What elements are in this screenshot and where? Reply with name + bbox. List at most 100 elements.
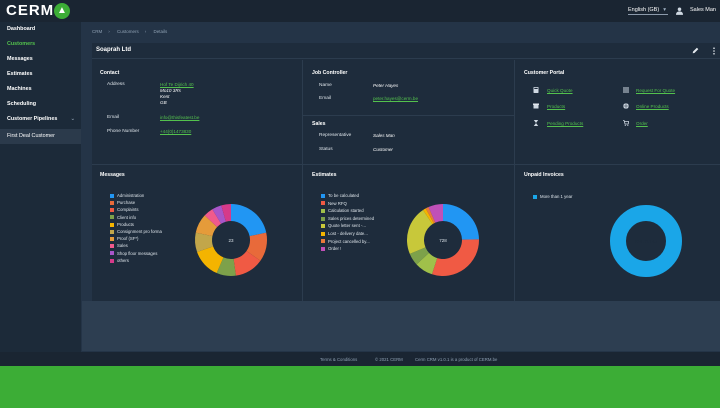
legend-label: Proof (SF*)	[117, 236, 139, 242]
user-icon[interactable]	[676, 7, 683, 15]
top-bar: CERM ▲ English (GB) ▾ Sales Man	[0, 0, 720, 22]
donut-slice[interactable]	[204, 209, 222, 228]
donut-slice[interactable]	[221, 204, 231, 222]
legend-label: Project cancelled by...	[328, 238, 370, 244]
status-label: Status	[319, 147, 333, 152]
list-icon	[623, 87, 629, 93]
left-column	[92, 60, 303, 301]
donut-slice[interactable]	[407, 210, 433, 254]
contact-email-link[interactable]: info@thisfeatest.be	[160, 115, 200, 120]
legend-item[interactable]: Shop floor messages	[110, 251, 157, 256]
legend-item[interactable]: Sales	[110, 243, 128, 248]
legend-item[interactable]: To be calculated	[321, 193, 359, 198]
jc-email-link[interactable]: peter.hayes@cerm.be	[373, 96, 419, 101]
sidebar-item-first-deal-customer[interactable]: First Deal Customer	[0, 129, 81, 144]
legend-swatch	[321, 239, 325, 244]
legend-label: Order !	[328, 246, 342, 252]
legend-swatch	[321, 216, 325, 221]
donut-slice[interactable]	[416, 252, 438, 275]
sidebar-item-machines[interactable]: Machines	[7, 86, 32, 92]
donut-slice[interactable]	[409, 247, 429, 265]
donut-slice[interactable]	[423, 208, 434, 225]
phone-label: Phone Number	[107, 129, 140, 134]
portal-quick-quote-link[interactable]: Quick Quote	[547, 88, 573, 93]
legend-item[interactable]: Complaints	[110, 207, 139, 212]
hourglass-icon	[533, 120, 539, 126]
legend-item[interactable]: Quote letter sent -...	[321, 223, 366, 228]
sidebar-item-scheduling[interactable]: Scheduling	[7, 101, 37, 107]
app-window: CERM ▲ English (GB) ▾ Sales Man Dashboard…	[0, 0, 720, 366]
donut-slice[interactable]	[233, 250, 261, 276]
portal-order-link[interactable]: Order	[636, 121, 648, 126]
donut-slice[interactable]	[195, 215, 218, 237]
donut-slice[interactable]	[431, 239, 479, 276]
more-vertical-icon[interactable]	[712, 47, 716, 55]
legend-label: More than 1 year	[540, 194, 573, 199]
donut-slice[interactable]	[231, 204, 267, 237]
donut-slice[interactable]	[212, 205, 226, 224]
sidebar-item-customer-pipelines[interactable]: Customer Pipelines ⌄	[0, 112, 81, 127]
status-value: Customer	[373, 147, 393, 152]
portal-rfq-link[interactable]: Request For Quote	[636, 88, 676, 93]
sidebar-item-customers[interactable]: Customers	[7, 41, 36, 47]
legend-item[interactable]: Products	[110, 222, 134, 227]
donut-slice[interactable]	[443, 204, 479, 240]
legend-swatch	[110, 244, 114, 249]
legend-item[interactable]: Lost - delivery date...	[321, 231, 368, 236]
legend-label: New RFQ	[328, 200, 347, 206]
sidebar-item-dashboard[interactable]: Dashboard	[7, 26, 36, 32]
address-link[interactable]: Hof Te Dijrich 40	[160, 82, 194, 87]
legend-swatch	[321, 193, 325, 198]
legend-item[interactable]: Calculation started	[321, 208, 364, 213]
breadcrumb-crm[interactable]: CRM	[92, 29, 103, 34]
row-divider	[92, 164, 720, 165]
legend-swatch	[321, 201, 325, 206]
legend-item[interactable]: New RFQ	[321, 201, 347, 206]
legend-item[interactable]: Project cancelled by...	[321, 239, 370, 244]
donut-slice[interactable]	[425, 207, 436, 224]
sidebar-item-messages[interactable]: Messages	[7, 56, 33, 62]
legend-item[interactable]: others	[110, 258, 129, 263]
box-icon	[533, 103, 539, 109]
breadcrumb-customers[interactable]: Customers	[117, 29, 139, 34]
legend-label: Calculation started	[328, 208, 364, 214]
legend-swatch	[110, 237, 114, 242]
donut-slice[interactable]	[428, 204, 443, 223]
sidebar-item-estimates[interactable]: Estimates	[7, 71, 33, 77]
estimates-title: Estimates	[312, 172, 337, 178]
donut-slice[interactable]	[610, 205, 682, 277]
legend-item[interactable]: Client info	[110, 215, 136, 220]
legend-item[interactable]: Consignment pro forma	[110, 229, 162, 234]
legend-item[interactable]: Purchase	[110, 200, 135, 205]
donut-slice[interactable]	[216, 257, 236, 276]
unpaid-title: Unpaid Invoices	[524, 172, 564, 178]
user-name[interactable]: Sales Man	[690, 7, 716, 13]
legend-swatch	[321, 209, 325, 214]
legend-item[interactable]: Administration	[110, 193, 144, 198]
legend-swatch	[110, 222, 114, 227]
portal-pending-products-link[interactable]: Pending Products	[547, 121, 584, 126]
sales-divider	[303, 115, 515, 116]
legend-item[interactable]: More than 1 year	[533, 194, 572, 199]
donut-slice[interactable]	[195, 232, 214, 253]
legend-item[interactable]: Order !	[321, 246, 341, 251]
portal-products-link[interactable]: Products	[547, 104, 566, 109]
legend-item[interactable]: Sales prices determined	[321, 216, 374, 221]
donut-slice[interactable]	[197, 246, 224, 274]
cart-icon	[623, 120, 629, 126]
portal-online-products-link[interactable]: Online Products	[636, 104, 669, 109]
edit-pencil-icon[interactable]	[692, 47, 699, 54]
language-select[interactable]: English (GB) ▾	[628, 7, 666, 13]
legend-label: Consignment pro forma	[117, 229, 162, 234]
legend-swatch	[110, 208, 114, 213]
legend-label: To be calculated	[328, 193, 360, 198]
legend-item[interactable]: Proof (SF*)	[110, 236, 139, 241]
phone-link[interactable]: +44(0)1473830	[160, 129, 192, 134]
terms-link[interactable]: Terms & Conditions	[320, 357, 358, 362]
email-label: Email	[107, 115, 119, 120]
address-line-1: Mo10 3Rs	[160, 88, 181, 93]
legend-swatch	[110, 193, 114, 198]
donut-slice[interactable]	[246, 232, 267, 261]
legend-label: Administration	[117, 193, 145, 198]
language-value: English (GB)	[628, 7, 660, 13]
